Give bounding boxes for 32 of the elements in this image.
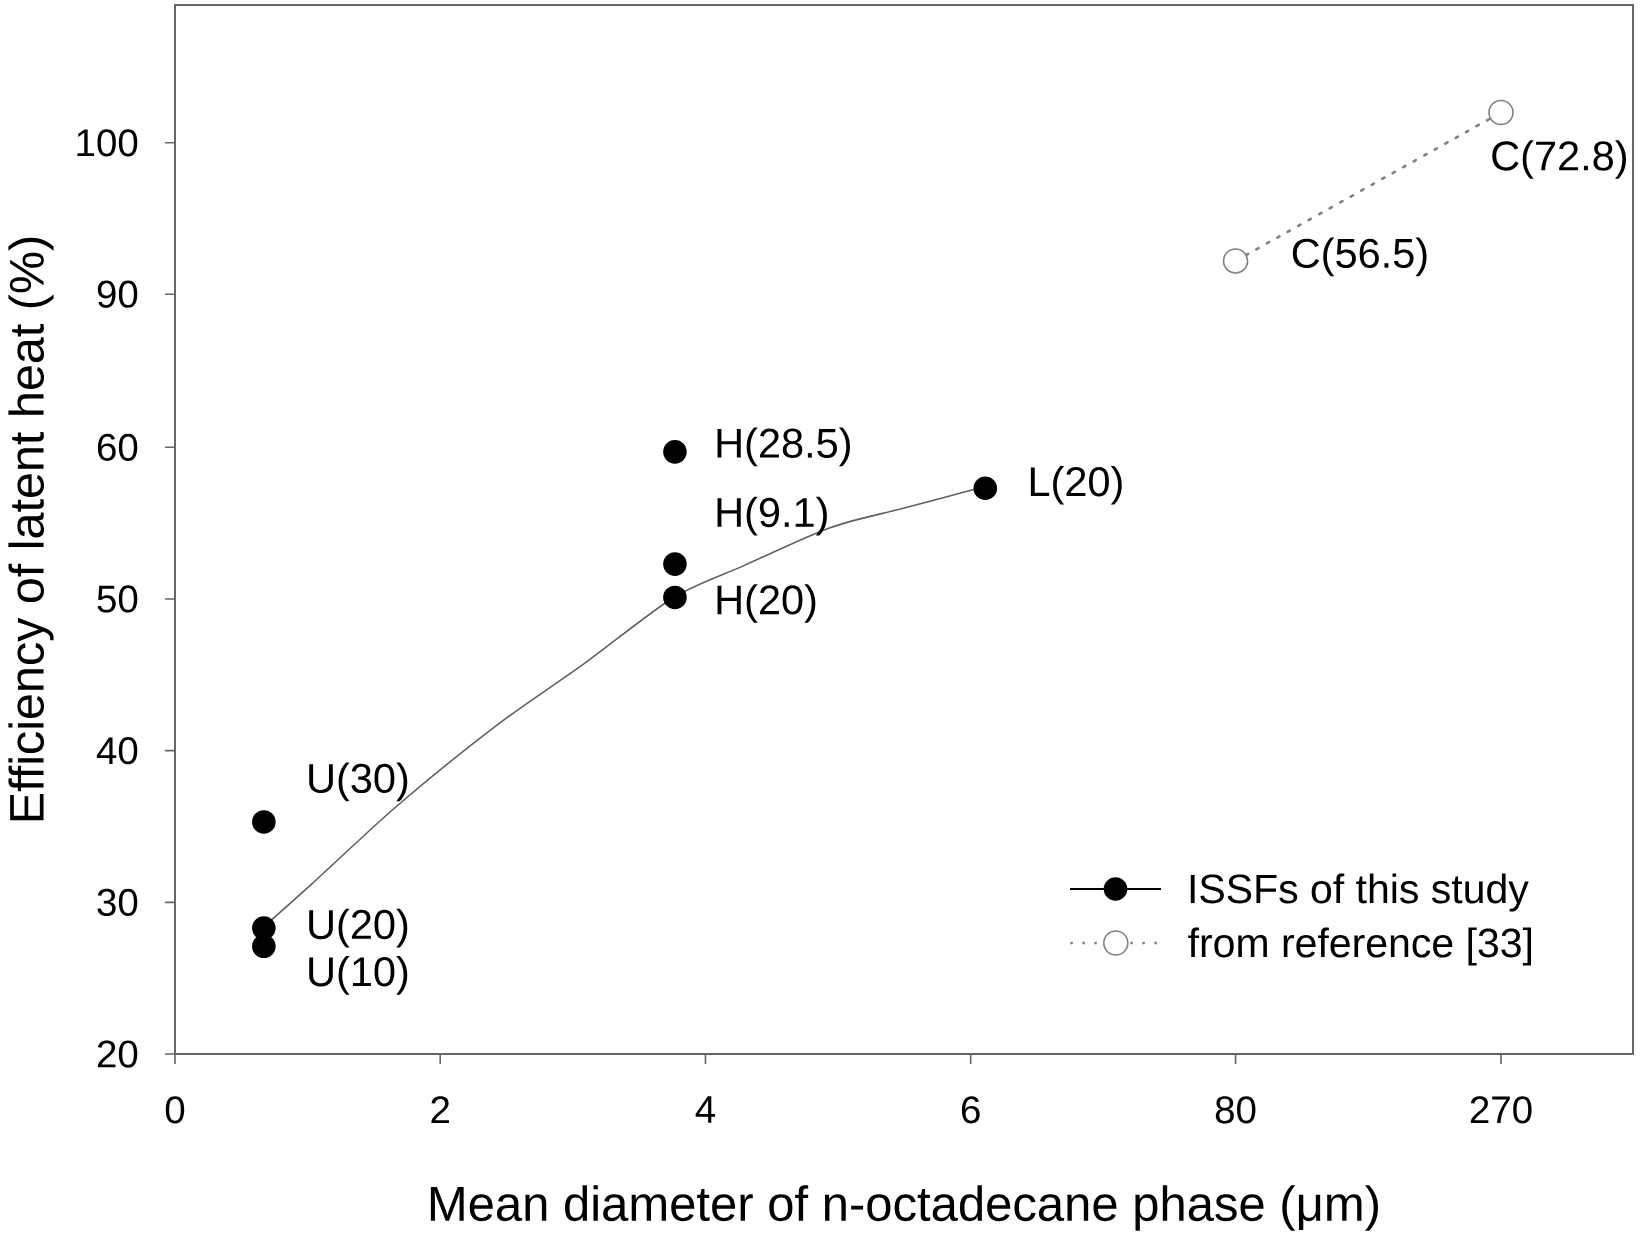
legend-label: from reference [33] xyxy=(1188,927,1532,966)
y-tick-label: 90 xyxy=(97,280,138,308)
y-axis-title: Efficiency of latent heat (%) xyxy=(8,237,54,821)
annotation: U(10) xyxy=(309,955,408,995)
annotation: H(28.5) xyxy=(717,427,850,467)
y-tick-label: 60 xyxy=(97,433,138,461)
annotation: C(72.8) xyxy=(1492,140,1626,179)
y-tick-label: 40 xyxy=(96,737,138,765)
x-tick-label: 270 xyxy=(1470,1096,1532,1124)
point xyxy=(252,934,276,959)
annotation: H(20) xyxy=(717,584,816,623)
x-tick-label: 80 xyxy=(1215,1096,1256,1124)
x-tick-label: 4 xyxy=(695,1096,716,1123)
y-tick-label: 20 xyxy=(97,1040,138,1068)
x-tick-label: 2 xyxy=(431,1096,449,1124)
annotation: U(20) xyxy=(309,908,408,948)
annotation: L(20) xyxy=(1030,465,1122,505)
y-tick-label: 30 xyxy=(97,888,138,916)
y-tick-label: 100 xyxy=(77,129,138,157)
annotation: U(30) xyxy=(309,762,408,802)
annotation: H(9.1) xyxy=(717,496,827,536)
x-axis-title: Mean diameter of n-octadecane phase (μm) xyxy=(430,1185,1378,1231)
x-tick-label: 6 xyxy=(961,1096,980,1124)
x-tick-label: 0 xyxy=(165,1096,185,1124)
point xyxy=(973,476,998,501)
point xyxy=(252,810,276,834)
point xyxy=(663,585,687,610)
y-tick-label: 50 xyxy=(97,585,138,613)
point xyxy=(663,552,687,576)
annotation: C(56.5) xyxy=(1292,237,1427,277)
point xyxy=(663,440,687,464)
legend-label: ISSFs of this study xyxy=(1190,873,1529,912)
